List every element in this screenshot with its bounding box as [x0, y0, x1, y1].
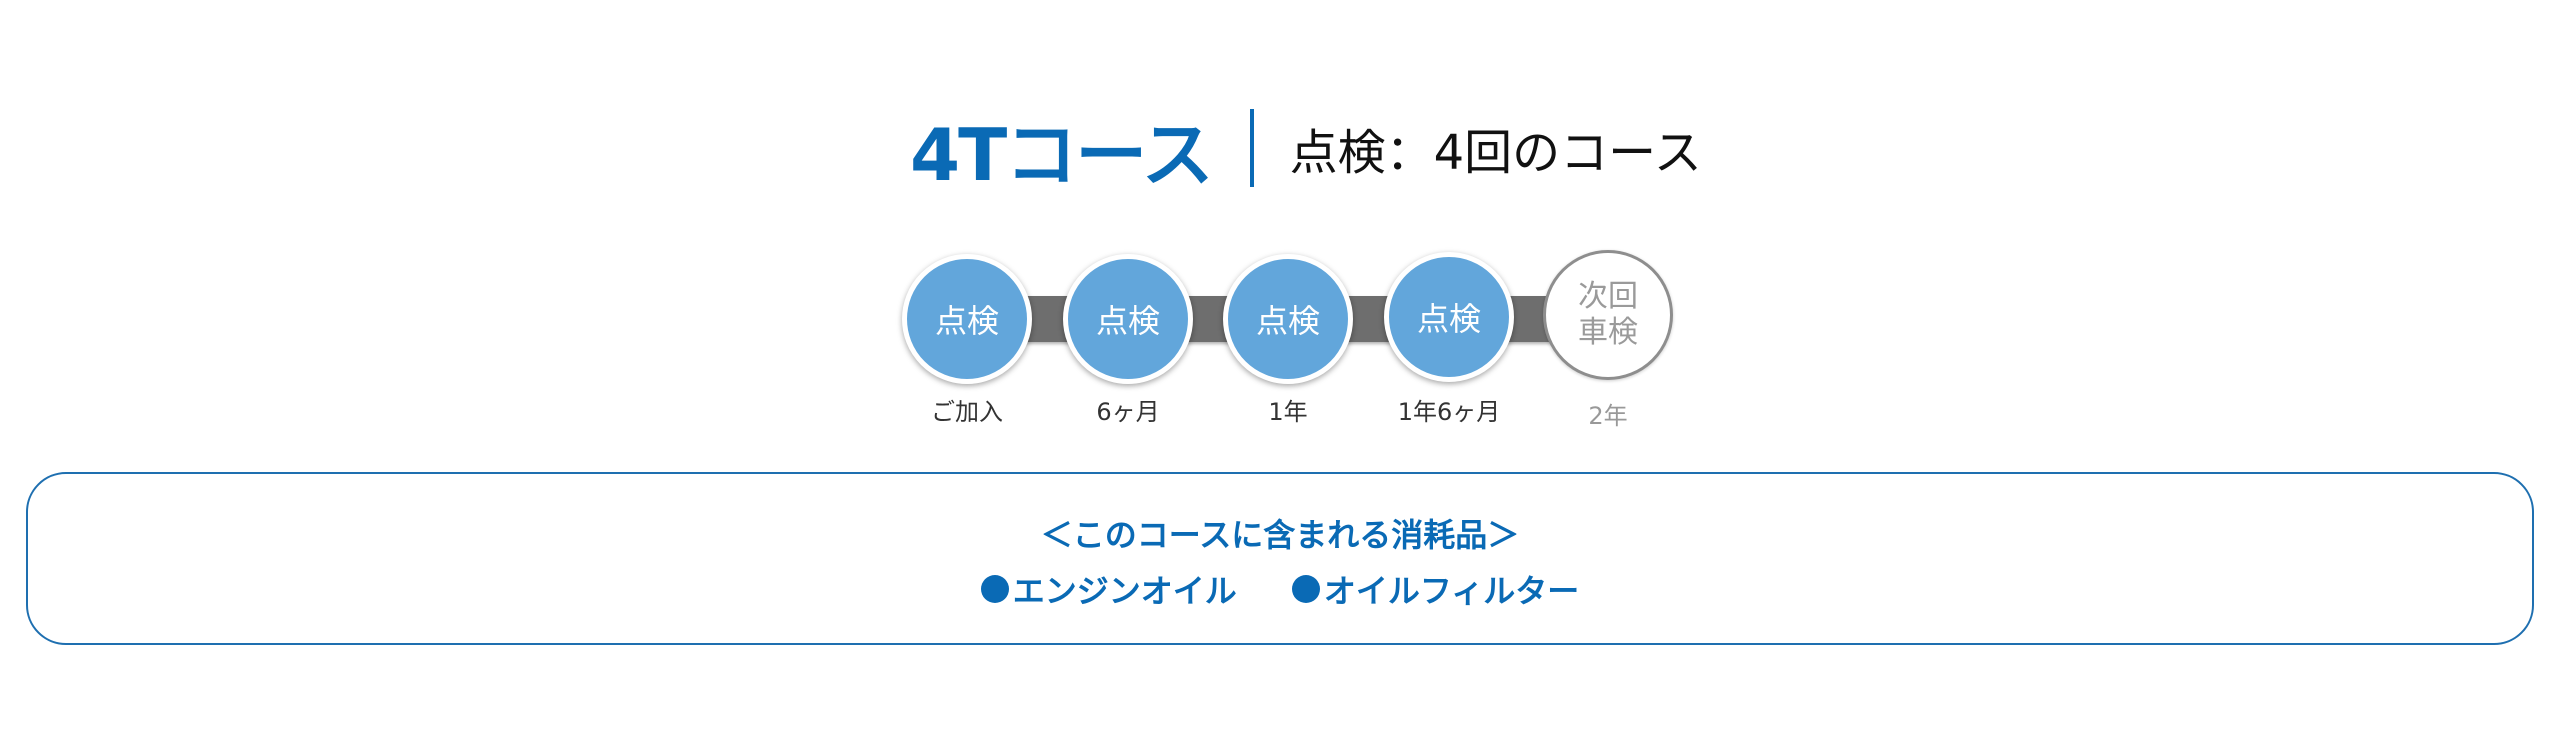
step-period-5: 2年 — [1588, 402, 1628, 430]
step-circle-2: 点検 — [1063, 254, 1193, 384]
step-circle-4: 点検 — [1384, 252, 1514, 382]
course-description: 点検：4回のコース — [1289, 125, 1702, 181]
consumables-box: ＜このコースに含まれる消耗品＞ エンジンオイル オイルフィルター — [26, 472, 2534, 645]
consumable-label: オイルフィルター — [1323, 572, 1580, 610]
step-circle-label: 点検 — [934, 302, 999, 340]
step-period-4: 1年6ヶ月 — [1397, 398, 1501, 426]
step-circle-next-inspection: 次回 車検 — [1543, 250, 1673, 380]
step-circle-label: 次回 — [1578, 279, 1638, 314]
title-divider — [1249, 109, 1254, 187]
course-title: 4Tコース 点検：4回のコース — [910, 108, 1702, 197]
consumables-list: エンジンオイル オイルフィルター — [28, 566, 2532, 612]
consumable-item: エンジンオイル — [980, 566, 1237, 612]
step-circle-label: 点検 — [1416, 300, 1481, 338]
consumable-label: エンジンオイル — [1012, 572, 1237, 610]
step-circle-1: 点検 — [902, 254, 1032, 384]
step-circle-label: 点検 — [1255, 302, 1320, 340]
step-circle-3: 点検 — [1223, 254, 1353, 384]
step-period-3: 1年 — [1268, 398, 1308, 426]
step-circle-label: 点検 — [1095, 302, 1160, 340]
consumables-heading: ＜このコースに含まれる消耗品＞ — [1040, 516, 1520, 554]
bullet-dot-icon — [980, 575, 1009, 603]
inspection-timeline: 点検 点検 点検 点検 次回 車検 ご加入 6ヶ月 1年 1年6ヶ月 2年 — [0, 250, 2560, 440]
step-period-2: 6ヶ月 — [1096, 398, 1160, 426]
step-period-1: ご加入 — [931, 398, 1003, 426]
course-name: 4Tコース — [910, 112, 1214, 197]
bullet-dot-icon — [1291, 575, 1320, 603]
step-circle-label: 車検 — [1578, 315, 1638, 350]
consumable-item: オイルフィルター — [1291, 566, 1580, 612]
